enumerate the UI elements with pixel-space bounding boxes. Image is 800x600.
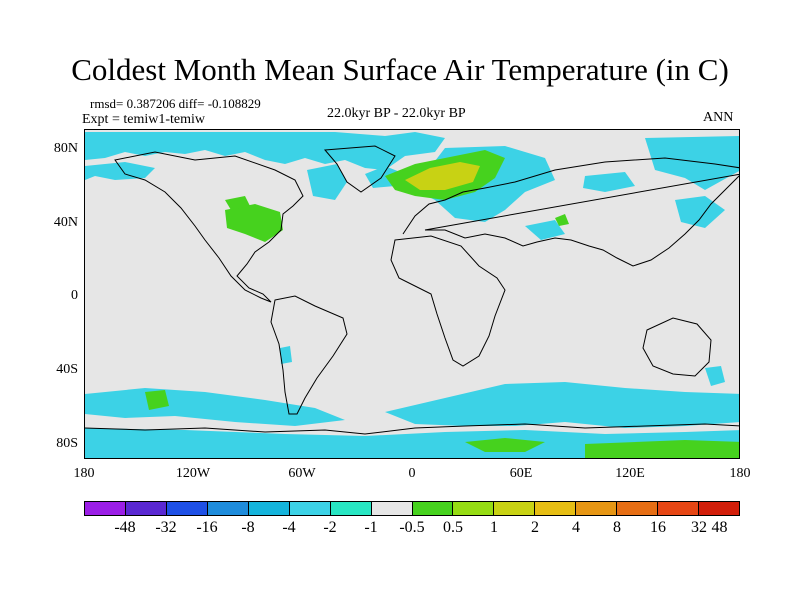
experiment-label: Expt = temiw1-temiw (82, 112, 205, 127)
region-south-pacific-patch (145, 390, 169, 410)
colorbar-label: 4 (572, 519, 580, 536)
colorbar-label: -16 (196, 519, 218, 536)
colorbar (84, 501, 740, 516)
coast-greenland (323, 145, 396, 193)
y-tick-0: 0 (71, 288, 78, 303)
colorbar-swatch (453, 502, 495, 515)
region-western-us (225, 196, 250, 210)
colorbar-label: 0.5 (443, 519, 463, 536)
colorbar-label: -2 (323, 519, 337, 536)
coast-africa (390, 235, 506, 367)
colorbar-swatch (248, 502, 290, 515)
x-tick-60e: 60E (509, 466, 533, 481)
x-tick-180e: 180 (729, 466, 751, 481)
colorbar-label: 2 (531, 519, 539, 536)
colorbar-label: -48 (114, 519, 136, 536)
colorbar-label: 8 (613, 519, 621, 536)
colorbar-swatch (85, 502, 126, 515)
colorbar-swatch (166, 502, 208, 515)
region-siberia (645, 136, 739, 190)
region-antarctica-edge (585, 440, 739, 458)
colorbar-swatch (330, 502, 372, 515)
colorbar-swatch (576, 502, 618, 515)
region-australia-south (705, 366, 725, 386)
colorbar-swatch (617, 502, 659, 515)
chart-title: Coldest Month Mean Surface Air Temperatu… (71, 52, 729, 87)
season-label: ANN (703, 110, 734, 125)
region-labrador (307, 164, 347, 200)
region-asia-central (525, 220, 565, 240)
y-tick-40s: 40S (56, 362, 78, 377)
colorbar-swatch (371, 502, 413, 515)
colorbar-swatch (535, 502, 577, 515)
colorbar-label: 32 (691, 519, 707, 536)
x-tick-120w: 120W (175, 466, 211, 481)
region-southern-ocean-east (385, 382, 739, 428)
y-tick-40n: 40N (53, 215, 78, 230)
x-tick-120e: 120E (615, 466, 645, 481)
region-central-asia (555, 214, 569, 226)
region-antarctica-east (465, 438, 545, 452)
colorbar-swatch (125, 502, 167, 515)
colorbar-swatch (412, 502, 454, 515)
period-label: 22.0kyr BP - 22.0kyr BP (327, 106, 466, 121)
coast-north-america (114, 151, 304, 303)
colorbar-swatch (658, 502, 700, 515)
y-tick-80s: 80S (56, 436, 78, 451)
colorbar-swatch (289, 502, 331, 515)
region-antarctica (85, 428, 739, 458)
coast-eurasia (402, 157, 739, 267)
colorbar-label: -1 (364, 519, 378, 536)
x-tick-180w: 180 (73, 466, 95, 481)
colorbar-label: 1 (490, 519, 498, 536)
colorbar-label: 16 (650, 519, 666, 536)
map-panel (84, 129, 740, 459)
map-plot (85, 132, 739, 458)
region-asia-north (583, 172, 635, 192)
coast-antarctica (85, 423, 739, 435)
region-north-pacific (85, 162, 155, 180)
region-scandinavia-core (405, 162, 480, 190)
coastlines (85, 145, 739, 435)
colorbar-label: -8 (241, 519, 255, 536)
colorbar-label: -4 (282, 519, 296, 536)
x-tick-60w: 60W (288, 466, 316, 481)
coast-south-america (270, 295, 348, 415)
colorbar-swatch (494, 502, 536, 515)
colorbar-swatch (207, 502, 249, 515)
region-northeast-us (225, 204, 283, 242)
region-south-america (280, 346, 292, 364)
colorbar-label: -32 (155, 519, 177, 536)
y-tick-80n: 80N (53, 141, 78, 156)
colorbar-label: -0.5 (399, 519, 425, 536)
region-china (675, 196, 725, 228)
colorbar-label: 48 (711, 519, 728, 536)
colorbar-swatch (699, 502, 739, 515)
stats-label: rmsd= 0.387206 diff= -0.108829 (90, 96, 261, 111)
region-arctic-pacific (85, 132, 445, 170)
x-tick-0: 0 (408, 466, 416, 481)
region-southern-ocean-west (85, 388, 345, 426)
coast-australia (642, 317, 712, 377)
positive-anomaly-regions (145, 150, 739, 458)
